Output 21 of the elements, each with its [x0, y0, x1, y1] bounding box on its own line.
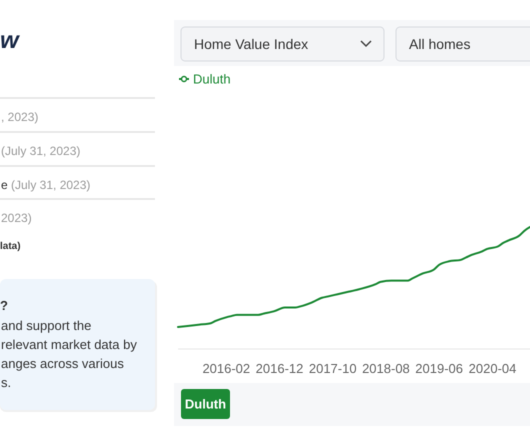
- text: 2023): [1, 211, 32, 225]
- text: (July 31, 2023): [1, 144, 80, 158]
- text: s.: [1, 375, 12, 390]
- text: anges across various: [1, 356, 124, 371]
- x-tick-label: 2018-08: [362, 361, 410, 376]
- text: e (July 31, 2023): [1, 178, 90, 192]
- text: , 2023): [1, 110, 38, 124]
- text: lata): [0, 241, 21, 252]
- x-tick-label: 2020-04: [468, 361, 516, 376]
- text: and support the: [1, 318, 92, 333]
- x-tick-label: 2016-12: [256, 361, 304, 376]
- x-tick-label: 2017-10: [308, 361, 357, 376]
- text: Home Value Index: [194, 36, 308, 52]
- text: relevant market data by: [1, 337, 138, 352]
- text: All homes: [409, 36, 470, 52]
- text: w: [0, 27, 20, 54]
- text: Duluth: [184, 396, 226, 412]
- text: ?: [0, 298, 8, 313]
- x-tick-label: 2016-02: [202, 361, 250, 376]
- legend-label: Duluth: [193, 72, 231, 86]
- x-tick-label: 2019-06: [415, 361, 464, 376]
